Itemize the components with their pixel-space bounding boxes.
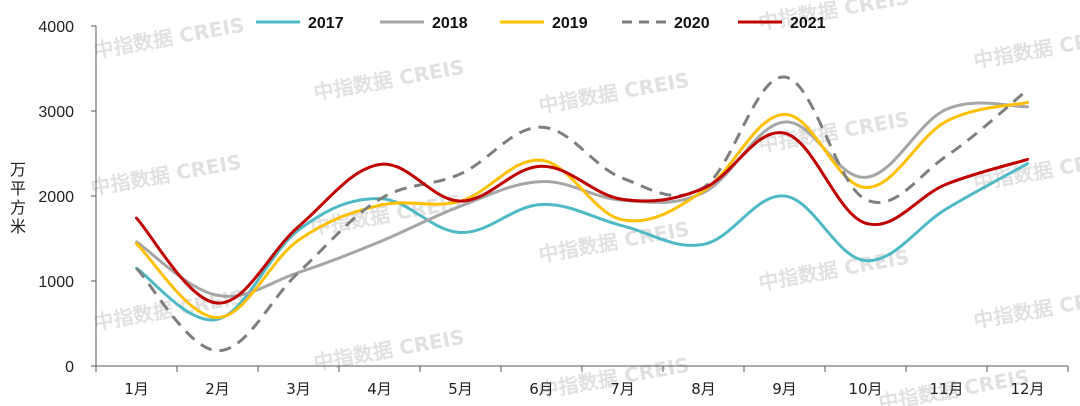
x-tick-label: 8月 bbox=[691, 380, 716, 398]
series-layer bbox=[135, 75, 1029, 353]
x-tick-label: 4月 bbox=[367, 380, 392, 398]
legend-label-2020: 2020 bbox=[674, 15, 710, 32]
x-tick-label: 12月 bbox=[1010, 380, 1044, 398]
y-axis-label-char: 万 bbox=[10, 160, 26, 179]
x-tick-label: 1月 bbox=[124, 380, 149, 398]
y-axis-label-char: 方 bbox=[10, 198, 26, 217]
watermark: 中指数据 CREIS bbox=[92, 285, 246, 335]
watermark: 中指数据 CREIS bbox=[757, 245, 911, 295]
y-tick-label: 2000 bbox=[38, 189, 74, 206]
x-tick-label: 11月 bbox=[929, 380, 963, 398]
x-tick-label: 9月 bbox=[772, 380, 797, 398]
watermark: 中指数据 CREIS bbox=[312, 325, 466, 375]
y-axis-label-char: 平 bbox=[10, 179, 26, 198]
series-line-2018 bbox=[135, 101, 1029, 298]
y-tick-label: 1000 bbox=[38, 274, 74, 291]
watermark: 中指数据 CREIS bbox=[757, 0, 911, 35]
watermark: 中指数据 CREIS bbox=[972, 23, 1080, 73]
legend-label-2021: 2021 bbox=[790, 15, 826, 32]
watermark: 中指数据 CREIS bbox=[92, 13, 246, 63]
legend-label-2017: 2017 bbox=[308, 15, 344, 32]
x-tick-label: 5月 bbox=[448, 380, 473, 398]
x-tick-label: 3月 bbox=[286, 380, 311, 398]
axes: 0 1000 2000 3000 4000 1月 2月 3月 4月 5月 6月 7月 8月 9月 10月 11… bbox=[38, 19, 1069, 398]
watermark: 中指数据 CREIS bbox=[972, 283, 1080, 333]
x-tick-label: 2月 bbox=[205, 380, 230, 398]
y-tick-label: 4000 bbox=[38, 19, 74, 36]
series-line-2017 bbox=[135, 162, 1029, 322]
x-tick-label: 7月 bbox=[610, 380, 635, 398]
legend-label-2018: 2018 bbox=[432, 15, 468, 32]
legend: 2017 2018 2019 2020 2021 bbox=[256, 15, 826, 32]
watermark: 中指数据 CREIS bbox=[537, 68, 691, 118]
series-line-2020 bbox=[135, 75, 1029, 353]
y-axis-label-char: 米 bbox=[10, 217, 26, 236]
series-line-2021 bbox=[135, 131, 1029, 305]
x-tick-label: 6月 bbox=[529, 380, 554, 398]
watermark: 中指数据 CREIS bbox=[312, 55, 466, 105]
y-tick-label: 0 bbox=[65, 359, 74, 376]
watermark: 中指数据 CREIS bbox=[89, 150, 243, 200]
x-tick-label: 10月 bbox=[848, 380, 882, 398]
watermark-layer: 中指数据 CREIS 中指数据 CREIS 中指数据 CREIS 中指数据 CREIS… bbox=[89, 0, 1080, 406]
legend-label-2019: 2019 bbox=[552, 15, 588, 32]
y-tick-label: 3000 bbox=[38, 104, 74, 121]
series-line-2019 bbox=[135, 101, 1029, 320]
